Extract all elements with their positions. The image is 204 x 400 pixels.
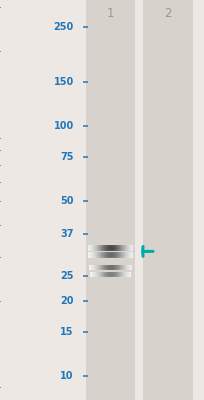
Text: 100: 100 <box>53 121 73 131</box>
Text: 50: 50 <box>60 196 73 206</box>
Text: 75: 75 <box>60 152 73 162</box>
Text: 2: 2 <box>164 7 171 20</box>
Bar <box>143 0 192 400</box>
Text: 150: 150 <box>53 77 73 87</box>
Text: 250: 250 <box>53 22 73 32</box>
Text: 10: 10 <box>60 371 73 381</box>
Bar <box>86 0 135 400</box>
Text: 1: 1 <box>106 7 114 20</box>
Text: 20: 20 <box>60 296 73 306</box>
Text: 15: 15 <box>60 327 73 337</box>
Text: 37: 37 <box>60 229 73 239</box>
Text: 25: 25 <box>60 272 73 282</box>
